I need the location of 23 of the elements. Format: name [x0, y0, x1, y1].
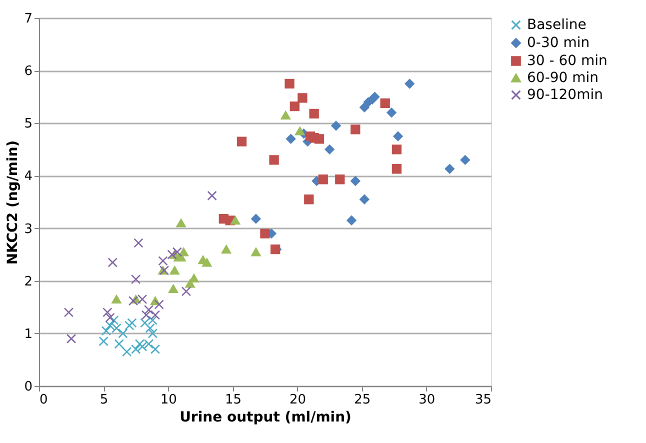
legend-label: 0-30 min: [527, 35, 590, 51]
x-tick-label: 35: [474, 392, 492, 408]
y-axis-title: NKCC2 (ng/min): [5, 140, 22, 265]
legend-label: 90-120min: [527, 87, 603, 103]
y-tick-label: 0: [24, 380, 32, 394]
y-tick-label: 7: [24, 12, 32, 26]
x-tick-label: 0: [40, 392, 48, 408]
x-tick-label: 20: [290, 392, 306, 408]
legend-label: 30 - 60 min: [527, 53, 608, 69]
x-tick-label: 15: [224, 392, 242, 408]
x-tick-label: 25: [354, 392, 371, 408]
y-tick-label: 2: [24, 274, 32, 290]
x-tick-label: 30: [418, 392, 436, 408]
y-tick-label: 6: [24, 64, 32, 80]
legend-label: Baseline: [527, 17, 586, 33]
x-axis-title: Urine output (ml/min): [180, 410, 352, 426]
x-tick-label: 10: [160, 392, 177, 408]
legend-label: 60-90 min: [527, 70, 599, 86]
x-tick-label: 5: [100, 392, 108, 408]
y-tick-label: 4: [24, 169, 32, 184]
y-tick-label: 3: [24, 222, 32, 237]
y-tick-label: 5: [24, 116, 32, 132]
y-tick-label: 1: [24, 326, 32, 342]
